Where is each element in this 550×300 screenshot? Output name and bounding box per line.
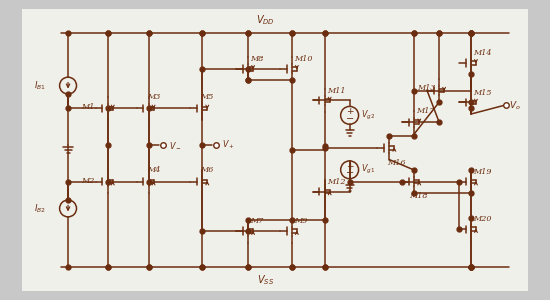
Text: M14: M14	[473, 49, 492, 57]
Text: $V_{g2}$: $V_{g2}$	[361, 109, 375, 122]
Text: $V_{DD}$: $V_{DD}$	[256, 13, 274, 27]
Text: −: −	[345, 168, 354, 178]
Text: $V_-$: $V_-$	[168, 140, 182, 150]
Text: M20: M20	[473, 215, 492, 223]
Text: M7: M7	[250, 217, 263, 225]
Text: +: +	[346, 162, 353, 171]
Text: M2: M2	[81, 177, 95, 185]
Text: M1: M1	[81, 103, 95, 111]
Text: M8: M8	[250, 55, 263, 63]
Text: M11: M11	[327, 87, 345, 94]
Text: M3: M3	[147, 92, 160, 101]
Text: $I_{B2}$: $I_{B2}$	[34, 202, 46, 215]
Text: M15: M15	[473, 88, 492, 97]
Text: M12: M12	[327, 178, 345, 186]
Text: $I_{B1}$: $I_{B1}$	[34, 80, 46, 92]
Text: $V_{SS}$: $V_{SS}$	[256, 273, 273, 287]
Text: M10: M10	[294, 55, 312, 63]
Text: M5: M5	[200, 92, 214, 101]
Text: M4: M4	[147, 166, 160, 174]
Text: M16: M16	[387, 159, 406, 167]
Text: $V_+$: $V_+$	[222, 139, 235, 151]
Text: $V_{g1}$: $V_{g1}$	[361, 163, 375, 176]
Text: M18: M18	[409, 192, 428, 200]
Text: M19: M19	[473, 168, 492, 176]
Text: M6: M6	[200, 166, 214, 174]
Text: M9: M9	[294, 217, 307, 225]
Text: −: −	[345, 114, 354, 124]
Text: $V_o$: $V_o$	[509, 99, 521, 112]
Text: M17: M17	[416, 107, 435, 116]
Text: M13: M13	[417, 84, 436, 92]
Text: +: +	[346, 107, 353, 116]
